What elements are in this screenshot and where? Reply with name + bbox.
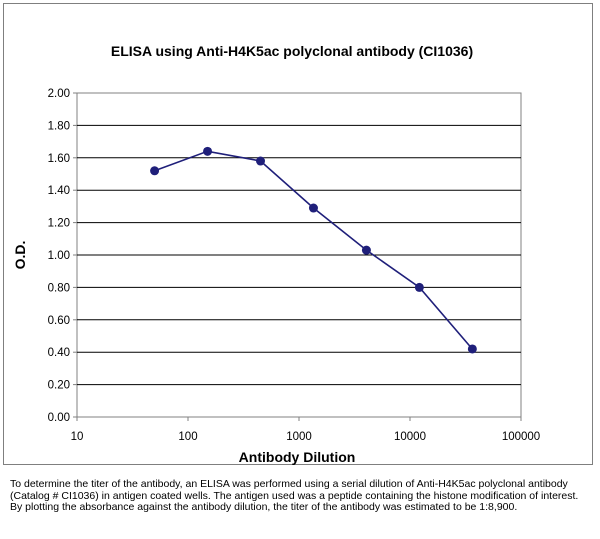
data-point — [308, 203, 318, 213]
y-gridlines — [77, 124, 521, 386]
x-tick-label: 1000 — [286, 431, 312, 443]
data-point — [203, 146, 213, 156]
data-point — [414, 282, 424, 292]
y-tick-label: 0.60 — [48, 315, 70, 327]
chart-title: ELISA using Anti-H4K5ac polyclonal antib… — [111, 43, 473, 59]
elisa-chart: ELISA using Anti-H4K5ac polyclonal antib… — [12, 43, 540, 465]
y-tick-label: 1.80 — [48, 120, 70, 132]
y-tick-label: 1.20 — [48, 218, 70, 230]
x-tick-label: 10 — [71, 431, 84, 443]
y-tick-label: 0.80 — [48, 282, 70, 294]
y-tick-label: 0.20 — [48, 380, 70, 392]
y-tick-label: 2.00 — [48, 88, 70, 100]
data-point — [467, 344, 477, 354]
y-tick-label: 1.00 — [48, 250, 70, 262]
x-tick-labels: 10 100 1000 10000 100000 — [71, 417, 540, 443]
y-tick-label: 0.00 — [48, 412, 70, 424]
y-tick-label: 1.40 — [48, 185, 70, 197]
y-tick-labels: 0.00 0.20 0.40 0.60 0.80 1.00 1.20 1.40 1.60 1.80… — [48, 88, 77, 424]
data-point — [150, 166, 160, 176]
x-axis-title: Antibody Dilution — [239, 449, 356, 465]
data-points — [150, 146, 477, 354]
figure-caption: To determine the titer of the antibody, … — [10, 478, 579, 513]
data-point — [361, 245, 371, 255]
x-tick-label: 100000 — [502, 431, 540, 443]
data-point — [256, 156, 266, 166]
x-tick-label: 100 — [178, 431, 197, 443]
y-axis-title: O.D. — [12, 241, 28, 270]
y-tick-label: 1.60 — [48, 153, 70, 165]
x-tick-label: 10000 — [394, 431, 426, 443]
y-tick-label: 0.40 — [48, 347, 70, 359]
